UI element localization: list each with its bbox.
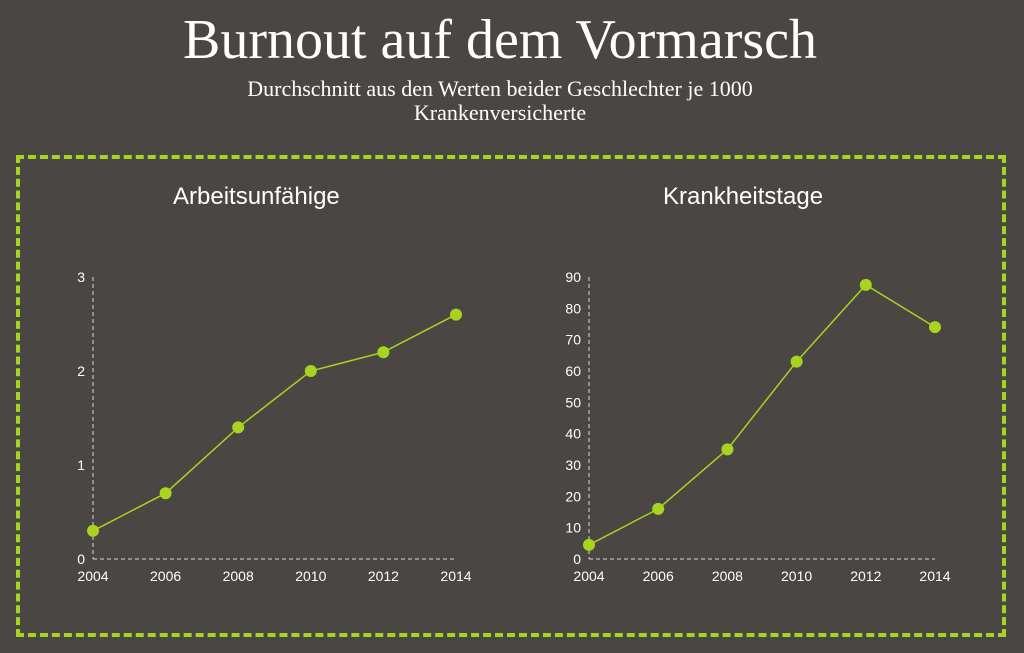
y-tick-label: 10: [565, 520, 581, 536]
x-tick-label: 2004: [573, 568, 604, 584]
x-tick-label: 2006: [150, 568, 181, 584]
y-tick-label: 50: [565, 394, 581, 410]
y-tick-label: 1: [77, 457, 85, 473]
y-tick-label: 60: [565, 363, 581, 379]
y-tick-label: 20: [565, 488, 581, 504]
y-tick-label: 80: [565, 300, 581, 316]
x-tick-label: 2010: [295, 568, 326, 584]
x-tick-label: 2008: [712, 568, 743, 584]
y-tick-label: 0: [77, 551, 85, 567]
subtitle-line-1: Durchschnitt aus den Werten beider Gesch…: [247, 76, 753, 101]
subtitle-line-2: Krankenversicherte: [413, 100, 587, 125]
x-tick-label: 2010: [781, 568, 812, 584]
x-tick-label: 2008: [223, 568, 254, 584]
y-tick-label: 70: [565, 332, 581, 348]
x-tick-label: 2006: [643, 568, 674, 584]
x-tick-label: 2014: [440, 568, 471, 584]
data-point-krankheitstage: [929, 321, 941, 334]
x-tick-label: 2012: [368, 568, 399, 584]
series-line-krankheitstage: [588, 283, 936, 546]
data-point-krankheitstage: [859, 278, 872, 291]
x-tick-label: 2004: [77, 568, 108, 584]
page-subtitle: Durchschnitt aus den Werten beider Gesch…: [0, 77, 1000, 125]
data-point-krankheitstage: [652, 502, 665, 515]
y-tick-label: 3: [77, 269, 85, 285]
x-tick-label: 2014: [919, 568, 950, 584]
data-point-krankheitstage: [721, 443, 734, 456]
y-tick-label: 90: [565, 269, 581, 285]
data-point-arbeitsunfaehige: [87, 524, 99, 537]
chart-title-krankheitstage: Krankheitstage: [663, 183, 824, 210]
data-point-krankheitstage: [790, 355, 803, 368]
y-tick-label: 0: [573, 551, 581, 567]
data-point-arbeitsunfaehige: [450, 308, 462, 321]
data-point-arbeitsunfaehige: [232, 421, 245, 434]
y-tick-label: 30: [565, 457, 581, 473]
chart-title-arbeitsunfaehige: Arbeitsunfähige: [173, 183, 340, 210]
x-tick-label: 2012: [850, 568, 881, 584]
y-tick-label: 2: [77, 363, 85, 379]
data-point-arbeitsunfaehige: [304, 365, 317, 377]
y-tick-label: 40: [565, 426, 581, 442]
data-point-krankheitstage: [583, 538, 595, 551]
series-line-arbeitsunfaehige: [92, 313, 457, 532]
data-point-arbeitsunfaehige: [377, 346, 390, 359]
charts-frame: [16, 155, 1006, 637]
page-title: Burnout auf dem Vormarsch: [182, 9, 818, 71]
data-point-arbeitsunfaehige: [159, 487, 172, 500]
